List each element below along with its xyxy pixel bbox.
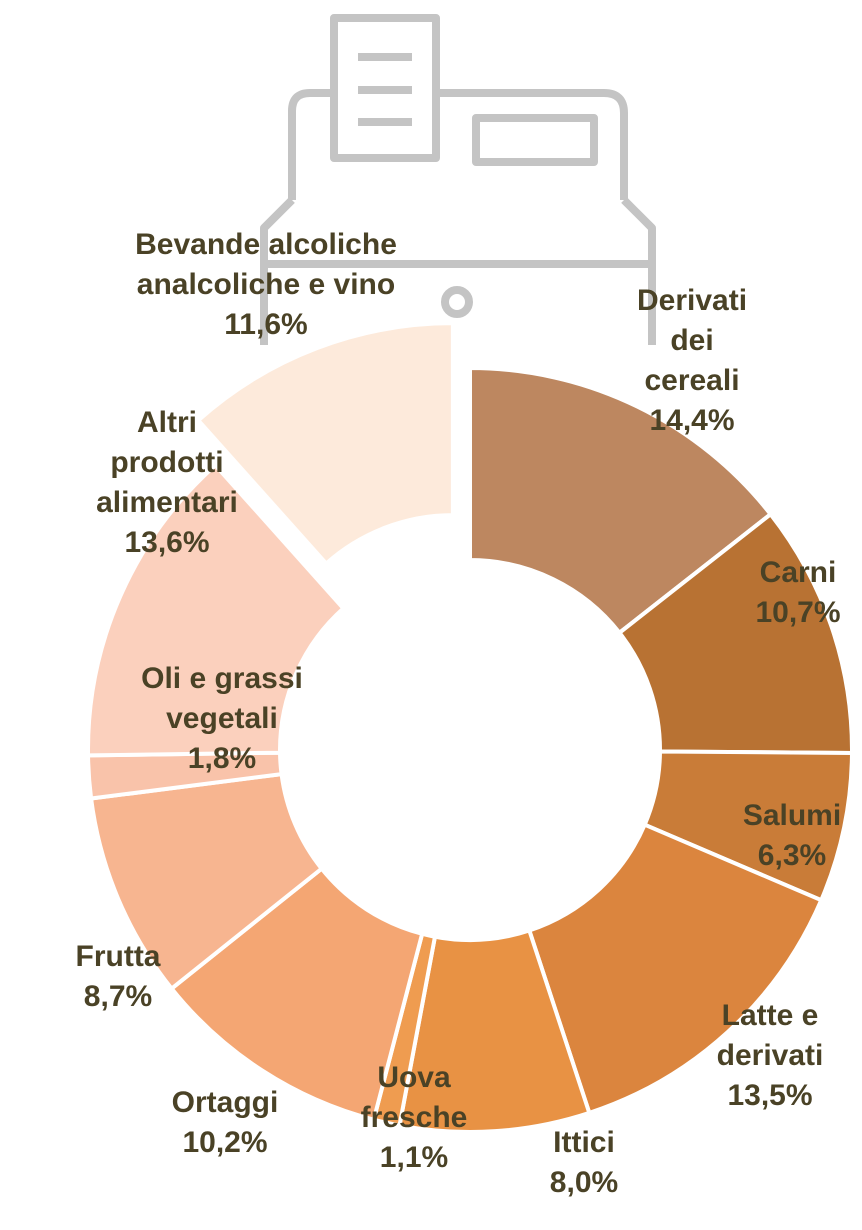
slice-category-label: Salumi xyxy=(743,799,841,832)
slice-value-label: 13,6% xyxy=(124,526,209,559)
slice-label-9: Oli e grassi vegetali 1,8% xyxy=(141,662,303,775)
slice-value-label: 11,6% xyxy=(224,308,307,341)
slice-label-11: Bevande alcoliche analcoliche e vino 11,6% xyxy=(135,228,397,341)
slice-category-label: derivati xyxy=(717,1039,824,1072)
slice-11 xyxy=(195,321,455,567)
slice-label-8: Frutta 8,7% xyxy=(76,940,161,1013)
slice-label-3: Salumi 6,3% xyxy=(743,799,841,872)
slice-category-label: analcoliche e vino xyxy=(137,268,395,301)
slice-category-label: fresche xyxy=(361,1101,468,1134)
slice-label-4: Latte e derivati 13,5% xyxy=(717,999,824,1112)
slice-label-2: Carni 10,7% xyxy=(755,556,840,629)
slice-category-label: Ortaggi xyxy=(172,1086,279,1119)
slice-7 xyxy=(168,865,425,1123)
slice-1 xyxy=(468,365,774,636)
slice-4 xyxy=(526,822,824,1116)
slice-category-label: Ittici xyxy=(553,1126,615,1159)
slice-value-label: 10,2% xyxy=(182,1126,267,1159)
slice-10 xyxy=(86,462,347,758)
slice-category-label: alimentari xyxy=(96,486,238,519)
slice-value-label: 10,7% xyxy=(755,596,840,629)
slice-category-label: Carni xyxy=(760,556,837,589)
slice-label-6: Uova fresche 1,1% xyxy=(361,1061,468,1174)
slice-category-label: Altri xyxy=(137,406,197,439)
slice-category-label: dei xyxy=(670,324,713,357)
slice-label-5: Ittici 8,0% xyxy=(550,1126,618,1199)
slice-value-label: 13,5% xyxy=(727,1079,812,1112)
slice-value-label: 8,0% xyxy=(550,1166,618,1199)
slice-label-1: Derivati dei cereali 14,4% xyxy=(637,284,747,437)
slice-category-label: vegetali xyxy=(166,702,278,735)
slice-category-label: Latte e xyxy=(722,999,819,1032)
slice-category-label: cereali xyxy=(644,364,739,397)
slice-category-label: Bevande alcoliche xyxy=(135,228,397,261)
slice-label-7: Ortaggi 10,2% xyxy=(172,1086,279,1159)
slice-category-label: Derivati xyxy=(637,284,747,317)
slice-value-label: 6,3% xyxy=(758,839,826,872)
cash-register-icon xyxy=(260,14,656,345)
slice-category-label: Oli e grassi xyxy=(141,662,303,695)
slice-category-label: prodotti xyxy=(110,446,223,479)
slice-category-label: Uova xyxy=(377,1061,451,1094)
slice-value-label: 14,4% xyxy=(649,404,734,437)
slice-category-label: Frutta xyxy=(76,940,161,973)
slice-value-label: 1,8% xyxy=(188,742,256,775)
slice-value-label: 8,7% xyxy=(84,980,152,1013)
slice-label-10: Altri prodotti alimentari 13,6% xyxy=(96,406,238,559)
slice-value-label: 1,1% xyxy=(380,1141,448,1174)
